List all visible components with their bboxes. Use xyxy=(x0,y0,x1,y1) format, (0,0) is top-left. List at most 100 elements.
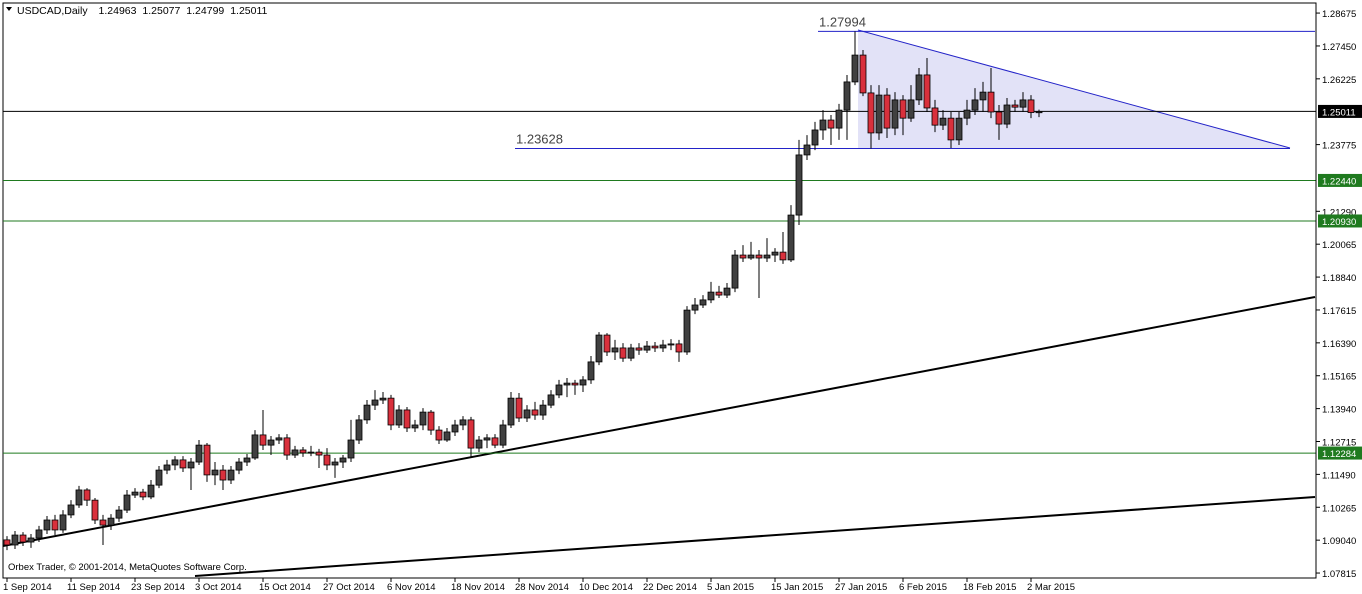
x-tick-label: 18 Nov 2014 xyxy=(451,582,505,593)
candle-body-up xyxy=(587,361,595,381)
candle-body-down xyxy=(3,539,11,546)
x-tick-label: 27 Jan 2015 xyxy=(835,582,887,593)
candle-body-up xyxy=(763,254,771,259)
candle-body-down xyxy=(947,117,955,141)
candle-body-down xyxy=(99,519,107,526)
chart-header: USDCAD,Daily 1.24963 1.25077 1.24799 1.2… xyxy=(17,5,268,17)
candle-body-up xyxy=(787,214,795,261)
candle-body-up xyxy=(835,109,843,129)
last-open: 1.24963 xyxy=(99,5,137,17)
candle-body-down xyxy=(867,92,875,134)
candle-body-down xyxy=(739,254,747,259)
candle-body-up xyxy=(187,461,195,469)
candle-body-up xyxy=(443,431,451,441)
candle-body-up xyxy=(707,291,715,301)
y-tick-label: 1.26225 xyxy=(1322,75,1356,86)
trend-level-label: 1.23628 xyxy=(516,132,563,147)
y-tick-label: 1.10265 xyxy=(1322,503,1356,514)
candle-body-up xyxy=(915,74,923,101)
candle-body-down xyxy=(1011,104,1019,108)
candle-body-up xyxy=(955,117,963,141)
level-label-box xyxy=(1318,214,1362,228)
y-tick-label: 1.11490 xyxy=(1322,470,1356,481)
candle-body-up xyxy=(307,451,315,454)
y-tick-label: 1.17615 xyxy=(1322,306,1356,317)
candle-body-up xyxy=(115,509,123,519)
candle-body-up xyxy=(163,464,171,471)
candle-body-up xyxy=(843,81,851,111)
candle-body-up xyxy=(891,99,899,129)
candle-body-down xyxy=(51,519,59,531)
level-label: 1.12284 xyxy=(1322,449,1356,460)
candle-body-up xyxy=(1035,111,1043,114)
candle-body-down xyxy=(987,91,995,113)
candle-body-up xyxy=(371,399,379,406)
candle-body-up xyxy=(123,494,131,511)
candle-body-down xyxy=(19,534,27,543)
x-tick-label: 28 Nov 2014 xyxy=(515,582,569,593)
candle-body-down xyxy=(83,489,91,501)
candle-body-up xyxy=(875,94,883,134)
candle-body-down xyxy=(779,251,787,261)
symbol: USDCAD,Daily xyxy=(17,5,88,17)
candle-body-up xyxy=(627,347,635,359)
candle-body-down xyxy=(635,347,643,351)
candle-body-down xyxy=(571,382,579,386)
menu-icon[interactable] xyxy=(6,7,12,11)
x-tick-label: 22 Dec 2014 xyxy=(643,582,697,593)
candle-body-down xyxy=(323,454,331,466)
trend-line xyxy=(2,296,1316,547)
candle-body-up xyxy=(691,304,699,311)
candle-body-up xyxy=(547,394,555,406)
candle-body-up xyxy=(75,489,83,506)
axes: 1.28675 1.27450 1.26225 1.23775 1.21290 1.200… xyxy=(3,3,1362,593)
candle-body-up xyxy=(483,437,491,441)
trend-level-label: 1.27994 xyxy=(819,14,866,29)
candle-body-down xyxy=(387,397,395,426)
candle-body-down xyxy=(995,111,1003,125)
candle-body-up xyxy=(699,299,707,306)
candle-body-up xyxy=(347,439,355,459)
candle-body-up xyxy=(235,461,243,471)
candle-body-up xyxy=(195,444,203,463)
candle-body-up xyxy=(795,154,803,216)
candle-body-up xyxy=(171,459,179,466)
candle-body-down xyxy=(755,254,763,259)
x-tick-label: 15 Oct 2014 xyxy=(259,582,311,593)
candle-body-up xyxy=(507,397,515,426)
candle-body-up xyxy=(331,461,339,466)
candle-body-up xyxy=(291,449,299,456)
candle-body-down xyxy=(859,54,867,94)
candle-body-down xyxy=(715,291,723,296)
x-tick-label: 5 Jan 2015 xyxy=(707,582,754,593)
candle-body-up xyxy=(451,424,459,433)
candle-body-up xyxy=(211,469,219,476)
candle-body-down xyxy=(299,449,307,454)
x-tick-label: 27 Oct 2014 xyxy=(323,582,375,593)
candle-body-up xyxy=(979,91,987,101)
level-label-box xyxy=(1318,173,1362,187)
candle-body-up xyxy=(723,287,731,296)
candle-body-down xyxy=(923,74,931,109)
x-tick-label: 10 Dec 2014 xyxy=(579,582,633,593)
y-tick-label: 1.18840 xyxy=(1322,273,1356,284)
candle-body-down xyxy=(651,345,659,349)
candle-body-up xyxy=(939,117,947,126)
candle-body-down xyxy=(283,437,291,456)
candle-body-up xyxy=(243,457,251,463)
y-tick-label: 1.27450 xyxy=(1322,42,1356,53)
candle-body-down xyxy=(179,459,187,469)
x-tick-label: 11 Sep 2014 xyxy=(67,582,120,593)
last-low: 1.24799 xyxy=(186,5,224,17)
x-tick-label: 6 Feb 2015 xyxy=(899,582,947,593)
candle-body-up xyxy=(131,491,139,496)
candle-body-up xyxy=(355,419,363,441)
triangle-edge xyxy=(857,29,1291,149)
last-high: 1.25077 xyxy=(142,5,180,17)
candle-body-up xyxy=(419,411,427,426)
level-label: 1.20930 xyxy=(1322,217,1356,228)
candle-body-up xyxy=(643,345,651,351)
candle-body-up xyxy=(43,519,51,531)
price-label: 1.25011 xyxy=(1322,107,1356,118)
